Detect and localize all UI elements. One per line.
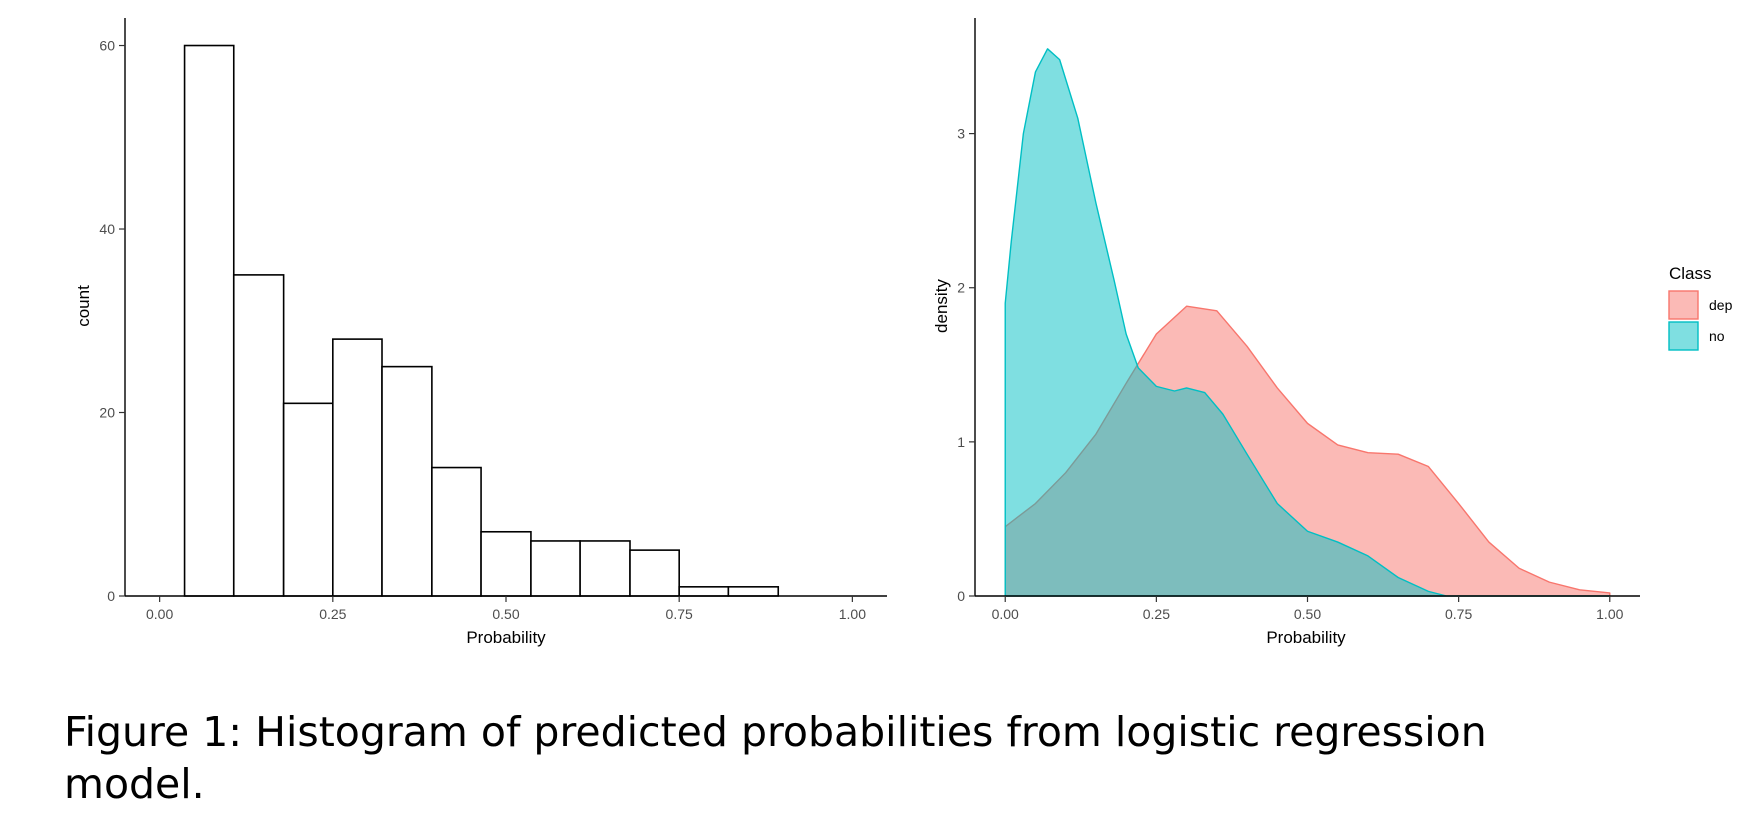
density-x-tick-label: 0.50 xyxy=(1294,606,1321,622)
legend-items: dep no xyxy=(1668,290,1733,351)
legend: Class dep no xyxy=(1668,264,1733,351)
histogram-y-tick-label: 40 xyxy=(99,221,115,237)
density-y-tick-label: 0 xyxy=(957,588,965,604)
histogram-bar xyxy=(332,338,383,597)
histogram-x-axis-title: Probability xyxy=(466,628,546,647)
figure-caption: Figure 1: Histogram of predicted probabi… xyxy=(64,708,1487,808)
histogram-bars xyxy=(183,44,780,597)
histogram-y-tick-label: 0 xyxy=(107,588,115,604)
histogram-y-tick-label: 20 xyxy=(99,405,115,421)
legend-title: Class xyxy=(1669,264,1712,283)
legend-key-dep xyxy=(1668,290,1699,320)
histogram-panel: 0.00 0.25 0.50 0.75 1.00 0 20 40 60 Probability… xyxy=(74,18,887,647)
histogram-x-tick-label: 0.25 xyxy=(319,606,346,622)
histogram-bar xyxy=(629,549,680,597)
histogram-x-tick-label: 1.00 xyxy=(839,606,866,622)
density-x-tick-label: 0.25 xyxy=(1143,606,1170,622)
density-x-tick-label: 0.00 xyxy=(992,606,1019,622)
density-y-ticks: 0 1 2 3 xyxy=(957,126,975,604)
histogram-bar xyxy=(232,274,285,597)
density-y-tick-label: 3 xyxy=(957,126,965,142)
histogram-bar xyxy=(678,586,730,597)
density-areas xyxy=(1004,48,1611,597)
density-x-tick-label: 1.00 xyxy=(1596,606,1623,622)
legend-key-no xyxy=(1668,321,1699,351)
histogram-bar xyxy=(579,540,631,597)
histogram-x-tick-label: 0.00 xyxy=(146,606,173,622)
histogram-y-ticks: 0 20 40 60 xyxy=(99,38,125,604)
density-area-no xyxy=(1004,48,1611,597)
histogram-x-tick-label: 0.50 xyxy=(492,606,519,622)
density-panel: 0.00 0.25 0.50 0.75 1.00 0 1 2 3 Probability de… xyxy=(932,18,1640,647)
density-y-tick-label: 2 xyxy=(957,280,965,296)
legend-label-no: no xyxy=(1709,328,1725,344)
histogram-x-ticks: 0.00 0.25 0.50 0.75 1.00 xyxy=(146,596,866,622)
histogram-x-tick-label: 0.75 xyxy=(666,606,693,622)
density-x-ticks: 0.00 0.25 0.50 0.75 1.00 xyxy=(992,596,1624,622)
density-y-axis-title: density xyxy=(932,279,951,333)
histogram-bar xyxy=(727,586,780,597)
density-x-tick-label: 0.75 xyxy=(1445,606,1472,622)
density-x-axis-title: Probability xyxy=(1266,628,1346,647)
histogram-bar xyxy=(381,365,433,597)
histogram-bar xyxy=(431,466,482,597)
histogram-bar xyxy=(480,530,532,597)
histogram-bar xyxy=(183,44,235,597)
legend-label-dep: dep xyxy=(1709,297,1733,313)
density-y-tick-label: 1 xyxy=(957,434,965,450)
histogram-y-axis-title: count xyxy=(74,285,93,327)
histogram-bar xyxy=(282,402,334,597)
histogram-y-tick-label: 60 xyxy=(99,38,115,54)
histogram-bar xyxy=(530,540,581,597)
